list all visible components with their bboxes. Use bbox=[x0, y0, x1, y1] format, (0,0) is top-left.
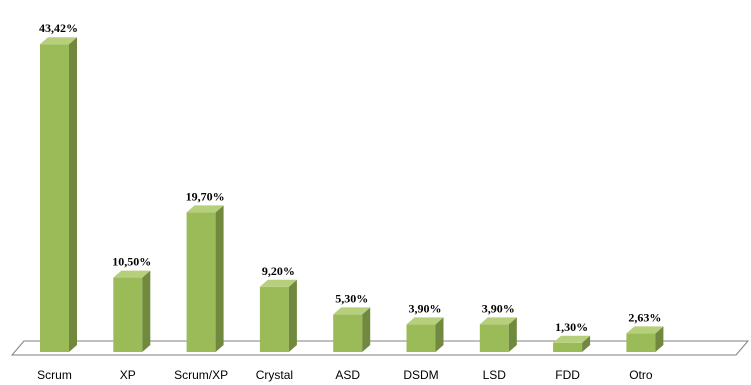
bar-top-crystal bbox=[259, 279, 297, 287]
bar-top-otro bbox=[626, 326, 664, 334]
bar-front-fdd bbox=[553, 342, 583, 352]
bar-lsd bbox=[479, 317, 517, 352]
bar-top-xp bbox=[113, 270, 151, 278]
bar-crystal bbox=[259, 279, 297, 352]
data-label-fdd: 1,30% bbox=[555, 320, 588, 334]
bar-fdd bbox=[553, 335, 591, 352]
category-label-lsd: LSD bbox=[483, 368, 507, 382]
data-label-scrum-xp: 19,70% bbox=[186, 189, 225, 203]
bar-xp bbox=[113, 270, 151, 352]
bar-top-scrum-xp bbox=[186, 205, 224, 213]
bar-front-scrum bbox=[40, 44, 69, 353]
category-label-asd: ASD bbox=[335, 368, 360, 382]
bar-front-otro bbox=[626, 333, 656, 352]
bar-dsdm bbox=[406, 317, 444, 352]
bar-side-scrum bbox=[69, 37, 77, 353]
bar-asd bbox=[333, 307, 371, 352]
bar-top-dsdm bbox=[406, 317, 444, 325]
data-label-crystal: 9,20% bbox=[262, 264, 295, 278]
data-label-lsd: 3,90% bbox=[482, 301, 515, 315]
bars bbox=[40, 37, 664, 353]
bar-top-fdd bbox=[553, 335, 591, 343]
bar-scrum bbox=[40, 37, 77, 353]
data-label-scrum: 43,42% bbox=[39, 21, 78, 35]
category-label-dsdm: DSDM bbox=[403, 368, 438, 382]
bar-side-lsd bbox=[508, 317, 517, 352]
bar-scrum-xp bbox=[186, 205, 224, 352]
bar-front-scrum-xp bbox=[186, 212, 216, 352]
bar-front-dsdm bbox=[406, 324, 436, 352]
category-label-otro: Otro bbox=[629, 368, 653, 382]
data-label-dsdm: 3,90% bbox=[409, 301, 442, 315]
bar-front-crystal bbox=[259, 286, 289, 352]
data-label-asd: 5,30% bbox=[335, 291, 368, 305]
bar-front-asd bbox=[333, 314, 363, 352]
bar-side-crystal bbox=[288, 279, 297, 352]
bar-top-scrum bbox=[40, 37, 77, 45]
bar-side-xp bbox=[142, 270, 151, 352]
data-label-xp: 10,50% bbox=[112, 255, 151, 269]
bar-top-asd bbox=[333, 307, 371, 315]
data-label-otro: 2,63% bbox=[628, 310, 661, 324]
category-labels: Scrum XP Scrum/XP Crystal ASD DSDM LSD FDD Otro bbox=[37, 368, 653, 382]
bar-top-lsd bbox=[479, 317, 517, 325]
bar-side-dsdm bbox=[435, 317, 444, 352]
data-labels: 43,42% 10,50% 19,70% 9,20% 5,30% 3,90% 3,90% 1,… bbox=[39, 21, 661, 334]
chart-floor bbox=[10, 340, 750, 356]
bar-side-asd bbox=[362, 307, 371, 352]
bar-front-lsd bbox=[479, 324, 509, 352]
category-label-scrum-xp: Scrum/XP bbox=[174, 368, 228, 382]
bar-side-scrum-xp bbox=[215, 205, 224, 352]
bar-otro bbox=[626, 326, 664, 352]
bar-side-fdd bbox=[582, 335, 591, 352]
floor-plane bbox=[10, 340, 750, 356]
category-label-fdd: FDD bbox=[555, 368, 580, 382]
category-label-xp: XP bbox=[120, 368, 136, 382]
bar-side-otro bbox=[655, 326, 664, 352]
category-label-crystal: Crystal bbox=[256, 368, 293, 382]
bar-front-xp bbox=[113, 277, 143, 352]
category-label-scrum: Scrum bbox=[37, 368, 72, 382]
